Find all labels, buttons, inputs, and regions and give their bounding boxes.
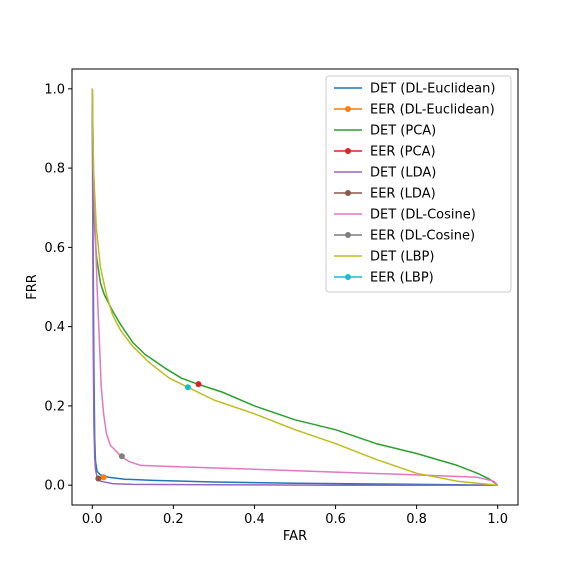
legend-label-det-dl-euclidean: DET (DL-Euclidean) <box>370 82 495 97</box>
legend-label-det-lbp: DET (LBP) <box>370 250 434 265</box>
legend-label-eer-dl-cosine: EER (DL-Cosine) <box>370 229 475 244</box>
x-tick-label: 0.0 <box>82 512 103 527</box>
legend-label-det-pca: DET (PCA) <box>370 124 436 139</box>
eer-point-eer-lbp <box>184 384 191 391</box>
x-tick-label: 1.0 <box>487 512 508 527</box>
eer-point-eer-lda <box>95 475 102 482</box>
legend-label-eer-lda: EER (LDA) <box>370 187 436 202</box>
series-line-det-pca <box>91 88 499 486</box>
x-tick-label: 0.4 <box>244 512 265 527</box>
x-tick-label: 0.8 <box>406 512 427 527</box>
axes-frame <box>71 68 519 506</box>
legend: DET (DL-Euclidean) EER (DL-Euclidean) DET … <box>325 75 512 293</box>
y-tick-label: 0.0 <box>44 479 65 494</box>
eer-point-eer-dl-euclidean <box>100 474 107 481</box>
series-line-det-dl-cosine <box>91 96 499 486</box>
axis-ticks: 0.0 0.2 0.4 0.6 0.8 1.0 0.0 0.2 0.4 0.6 0.8 1.0 <box>44 82 508 527</box>
x-axis-label: FAR <box>283 529 307 544</box>
legend-box <box>325 75 512 293</box>
x-tick-label: 0.2 <box>163 512 184 527</box>
legend-label-det-dl-cosine: DET (DL-Cosine) <box>370 208 476 223</box>
legend-swatch-marker <box>345 190 351 196</box>
y-axis-label: FRR <box>25 274 40 300</box>
legend-swatch-marker <box>345 232 351 238</box>
eer-point-eer-pca <box>195 381 202 388</box>
y-tick-label: 0.2 <box>44 399 65 414</box>
legend-swatch-marker <box>345 274 351 280</box>
y-tick-label: 0.8 <box>44 162 65 177</box>
legend-label-eer-dl-euclidean: EER (DL-Euclidean) <box>370 103 495 118</box>
legend-swatch-marker <box>345 148 351 154</box>
x-tick-label: 0.6 <box>325 512 346 527</box>
y-tick-label: 1.0 <box>44 82 65 97</box>
legend-label-eer-pca: EER (PCA) <box>370 145 436 160</box>
legend-swatch-marker <box>345 106 351 112</box>
legend-label-eer-lbp: EER (LBP) <box>370 271 434 286</box>
y-tick-label: 0.6 <box>44 241 65 256</box>
y-tick-label: 0.4 <box>44 320 65 335</box>
series-line-det-lbp <box>91 88 498 486</box>
legend-label-det-lda: DET (LDA) <box>370 166 436 181</box>
plot-layer <box>91 88 499 486</box>
eer-point-eer-dl-cosine <box>118 453 125 460</box>
